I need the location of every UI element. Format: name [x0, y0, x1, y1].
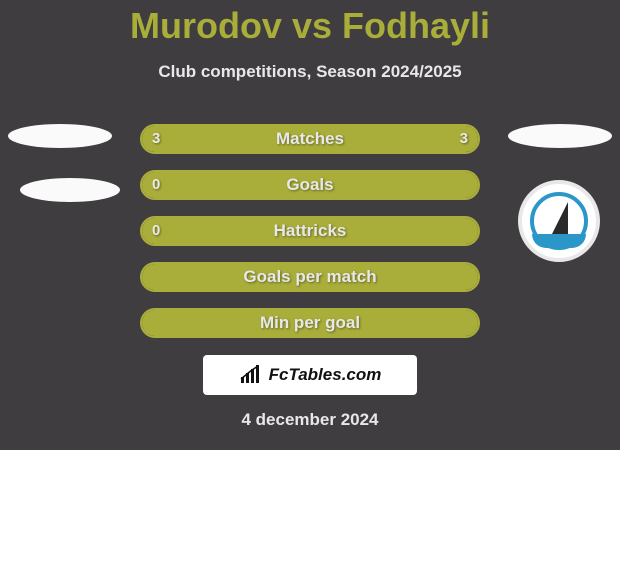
stat-value-left: 3: [152, 126, 160, 152]
chart-date: 4 december 2024: [0, 410, 620, 430]
chart-bars-icon: [239, 365, 265, 385]
stat-label: Matches: [142, 126, 478, 152]
stat-label: Hattricks: [142, 218, 478, 244]
stat-bar: Matches3 3: [140, 124, 480, 154]
stat-value-left: 0: [152, 172, 160, 198]
page-title: Murodov vs Fodhayli: [0, 5, 620, 47]
page-subtitle: Club competitions, Season 2024/2025: [0, 62, 620, 82]
stat-label: Goals: [142, 172, 478, 198]
right-club-logo: [518, 180, 600, 262]
stat-bar: Hattricks0: [140, 216, 480, 246]
brand-box: FcTables.com: [203, 355, 417, 395]
brand-text: FcTables.com: [269, 365, 382, 385]
left-club-shape: [20, 178, 120, 202]
stat-label: Goals per match: [142, 264, 478, 290]
stat-bar: Goals per match: [140, 262, 480, 292]
stat-bar: Goals0: [140, 170, 480, 200]
stat-bar: Min per goal: [140, 308, 480, 338]
stat-value-left: 0: [152, 218, 160, 244]
stat-value-right: 3: [460, 126, 468, 152]
left-club-shape: [8, 124, 112, 148]
stat-label: Min per goal: [142, 310, 478, 336]
right-club-shape: [508, 124, 612, 148]
